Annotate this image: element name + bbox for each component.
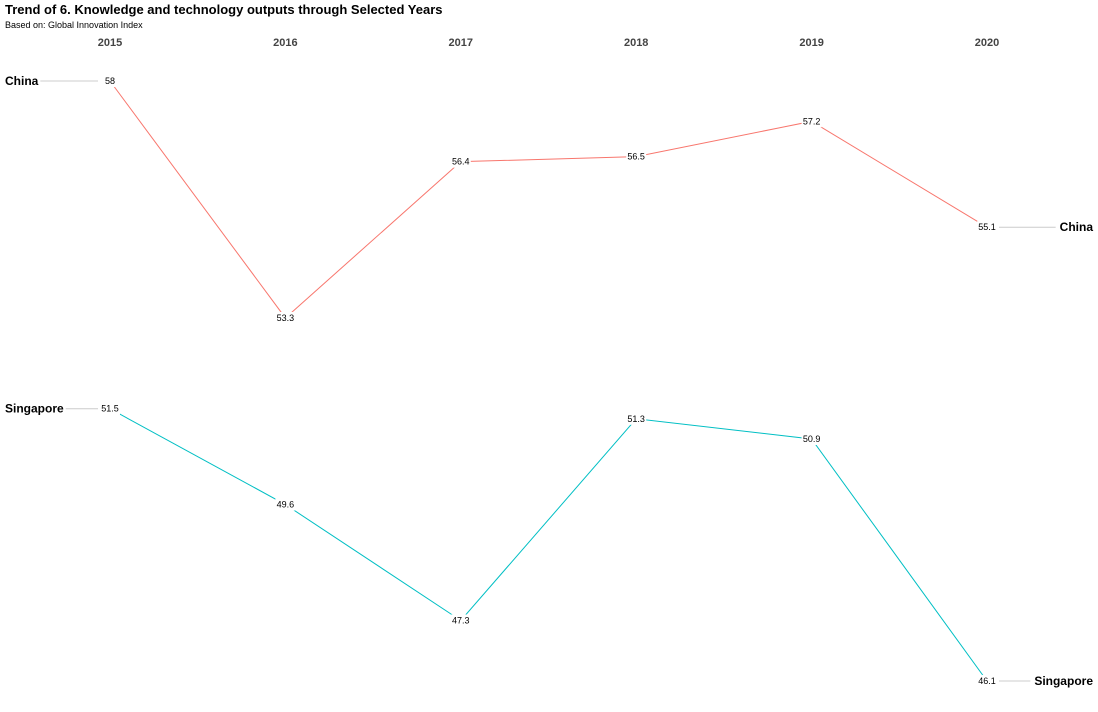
year-label: 2020 xyxy=(975,37,999,49)
value-label-bg xyxy=(626,412,647,425)
value-labels: China China 58 53.3 56.4 56.5 57.2 55.1 Singapor… xyxy=(5,74,1093,688)
year-label: 2016 xyxy=(273,37,297,49)
series-label-left: Singapore xyxy=(5,402,64,416)
value-label: 46.1 xyxy=(978,676,996,686)
year-headers: 2015 2016 2017 2018 2019 2020 xyxy=(98,37,999,49)
value-label-bg xyxy=(450,155,471,168)
series-label-right: Singapore xyxy=(1034,674,1093,688)
chart-subtitle: Based on: Global Innovation Index xyxy=(5,20,143,30)
year-label: 2015 xyxy=(98,37,122,49)
series-line xyxy=(109,408,988,682)
value-label-bg xyxy=(275,498,296,511)
value-label-bg xyxy=(801,115,822,128)
value-label: 56.5 xyxy=(627,152,645,162)
value-label: 55.1 xyxy=(978,222,996,232)
value-label-bg xyxy=(977,675,997,687)
value-label: 58 xyxy=(105,76,115,86)
value-label-bg xyxy=(100,402,120,415)
value-label: 51.3 xyxy=(627,414,645,424)
series-line xyxy=(109,80,988,319)
year-label: 2018 xyxy=(624,37,648,49)
value-label-bg xyxy=(450,614,471,627)
value-label-bg xyxy=(100,75,120,87)
value-label: 49.6 xyxy=(277,500,295,510)
series-lines xyxy=(40,80,1056,682)
value-label: 56.4 xyxy=(452,157,470,167)
value-label: 50.9 xyxy=(803,434,821,444)
value-label: 57.2 xyxy=(803,116,821,126)
value-label-bg xyxy=(275,311,296,324)
value-label-bg xyxy=(801,432,822,445)
series-label-left: China xyxy=(5,74,39,88)
chart-title: Trend of 6. Knowledge and technology out… xyxy=(5,2,443,17)
value-label: 53.3 xyxy=(277,313,295,323)
value-label-bg xyxy=(977,221,997,234)
year-label: 2017 xyxy=(449,37,473,49)
value-label: 47.3 xyxy=(452,615,470,625)
year-label: 2019 xyxy=(799,37,823,49)
value-label-bg xyxy=(626,150,647,163)
series-label-right: China xyxy=(1060,220,1094,234)
value-label: 51.5 xyxy=(101,404,119,414)
